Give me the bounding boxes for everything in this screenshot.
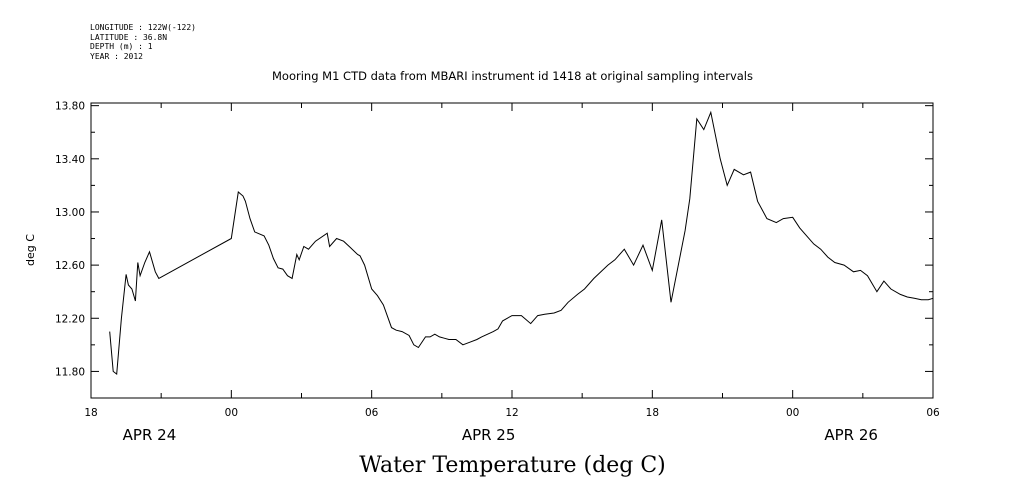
year-label: YEAR : 2012 — [90, 51, 143, 61]
y-axis-label: deg C — [24, 234, 37, 266]
x-tick-label: 00 — [786, 407, 799, 419]
longitude-label: LONGITUDE : 122W(-122) — [90, 23, 196, 32]
x-tick-label: 12 — [505, 407, 518, 419]
y-tick-label: 12.60 — [55, 260, 85, 272]
y-axis: 11.80 12.20 12.60 13.00 13.40 13.80 — [55, 101, 933, 378]
metadata-block: LONGITUDE : 122W(-122) LATITUDE : 36.8N … — [90, 23, 196, 61]
plot-frame — [90, 102, 934, 399]
date-label: APR 25 — [462, 426, 516, 444]
y-tick-label: 12.20 — [55, 313, 85, 325]
y-tick-label: 13.40 — [55, 154, 85, 166]
x-axis: 18 00 06 12 18 00 06 APR 24 APR 25 APR 26 — [84, 103, 940, 444]
date-label: APR 24 — [123, 426, 177, 444]
y-tick-label: 13.80 — [55, 101, 85, 113]
x-tick-label: 00 — [225, 407, 238, 419]
latitude-label: LATITUDE : 36.8N — [90, 32, 168, 42]
x-tick-label: 06 — [365, 407, 379, 419]
bottom-title: Water Temperature (deg C) — [359, 453, 666, 478]
series-line — [109, 110, 934, 376]
depth-label: DEPTH (m) : 1 — [90, 42, 153, 52]
y-tick-label: 13.00 — [55, 207, 85, 219]
y-tick-label: 11.80 — [55, 366, 85, 378]
chart-title: Mooring M1 CTD data from MBARI instrumen… — [272, 69, 753, 83]
x-tick-label: 18 — [646, 407, 659, 419]
x-tick-label: 18 — [84, 407, 97, 419]
x-tick-label: 06 — [926, 407, 940, 419]
date-label: APR 26 — [824, 426, 878, 444]
